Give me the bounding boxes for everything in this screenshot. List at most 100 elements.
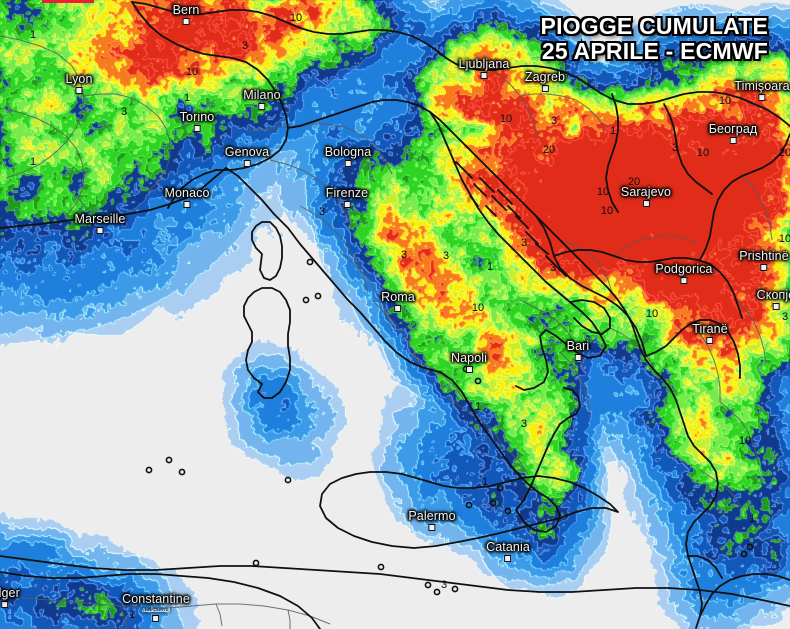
city-name: Timişoara	[734, 79, 790, 93]
contour-label: 3	[400, 249, 408, 261]
map-title-line1: PIOGGE CUMULATE	[539, 12, 770, 41]
city-marker-icon	[758, 94, 766, 101]
border-line	[469, 59, 539, 139]
contour-label: 1	[474, 401, 482, 413]
contour-label: 3	[550, 115, 558, 127]
contour-label: 10	[499, 113, 513, 125]
city-marker-icon	[541, 85, 549, 92]
contour-label: 20	[778, 147, 790, 159]
coastline	[535, 243, 549, 255]
coastline	[243, 287, 291, 399]
city-name: Napoli	[450, 351, 488, 365]
coastline	[0, 555, 790, 607]
border-line	[83, 93, 171, 193]
border-line	[215, 603, 223, 627]
border-line	[287, 609, 291, 629]
border-line	[609, 327, 659, 379]
contour-label: 10	[645, 308, 659, 320]
city-name: Monaco	[164, 186, 210, 200]
city-marker-icon	[428, 524, 436, 531]
city-marker-icon	[729, 137, 737, 144]
city-label-bari: Bari	[567, 339, 590, 361]
island-marker	[165, 456, 173, 464]
border-line	[0, 595, 331, 625]
city-name: Firenze	[325, 186, 369, 200]
city-label-alger: Alger	[0, 586, 20, 608]
coastline	[605, 93, 619, 213]
city-label-roma: Roma	[381, 290, 415, 312]
coastline	[0, 571, 321, 629]
city-name: Ljubljana	[458, 57, 510, 71]
border-line	[559, 351, 591, 417]
border-line	[0, 35, 85, 179]
city-name: Bari	[566, 339, 590, 353]
border-line	[245, 123, 393, 175]
city-marker-icon	[182, 18, 190, 25]
coastline	[429, 111, 607, 391]
coastline	[497, 189, 513, 205]
contour-label: 10	[185, 66, 199, 78]
contour-label: 3	[549, 262, 557, 274]
contour-label: 3	[120, 106, 128, 118]
map-title-line2: 25 APRILE - ECMWF	[540, 37, 770, 66]
contour-label: 3	[241, 40, 249, 52]
city-marker-icon	[96, 227, 104, 234]
coastline	[545, 255, 557, 267]
city-name: Marseille	[74, 212, 126, 226]
coastline	[525, 231, 539, 245]
contour-label: 1	[748, 513, 756, 525]
border-line	[519, 93, 607, 131]
city-marker-icon	[465, 366, 473, 373]
border-line	[613, 235, 697, 257]
border-line	[719, 401, 759, 461]
city-label-zagreb: Zagreb	[525, 70, 565, 92]
coastline	[429, 111, 719, 629]
city-marker-icon	[344, 160, 352, 167]
city-label-napoli: Napoli	[451, 351, 487, 373]
city-name: Београд	[708, 122, 758, 136]
progress-strip[interactable]	[0, 0, 790, 4]
country-borders	[0, 35, 773, 629]
island-marker	[504, 507, 512, 515]
city-name: Bern	[172, 3, 200, 17]
city-label-genova: Genova	[225, 145, 269, 167]
city-name: Скопје	[756, 288, 790, 302]
island-marker	[314, 292, 322, 300]
contour-label: 1	[481, 476, 489, 488]
city-label-tiran-: Tiranë	[692, 322, 728, 344]
city-marker-icon	[243, 160, 251, 167]
city-marker-icon	[772, 303, 780, 310]
coastline	[469, 195, 479, 207]
contour-label: 10	[718, 95, 732, 107]
coastline	[319, 471, 619, 549]
border-line	[485, 435, 529, 475]
border-line	[735, 299, 767, 365]
border-line	[741, 175, 773, 241]
city-label-palermo: Palermo	[408, 509, 456, 531]
contour-label: 10	[471, 302, 485, 314]
city-marker-icon	[394, 305, 402, 312]
city-name: Milano	[243, 88, 281, 102]
city-label-lyon: Lyon	[65, 72, 92, 94]
border-line	[447, 397, 503, 445]
contour-label: 3	[318, 206, 326, 218]
coastline	[645, 319, 741, 379]
island-marker	[451, 585, 459, 593]
city-label-firenze: Firenze	[326, 186, 368, 208]
coastline	[455, 161, 465, 171]
city-name: Podgorica	[655, 262, 713, 276]
border-line	[699, 469, 743, 509]
island-marker	[474, 377, 482, 385]
coastline	[553, 249, 743, 319]
city-label-bern: Bern	[173, 3, 200, 25]
city-name-local: قسنطينة	[141, 605, 171, 614]
coastline	[167, 169, 217, 209]
map-title: PIOGGE CUMULATE 25 APRILE - ECMWF	[539, 12, 770, 66]
border-line	[339, 251, 393, 333]
city-label-monaco: Monaco	[164, 186, 209, 208]
coastline	[0, 167, 227, 229]
city-label-prishtin-: Prishtinë	[739, 249, 789, 271]
